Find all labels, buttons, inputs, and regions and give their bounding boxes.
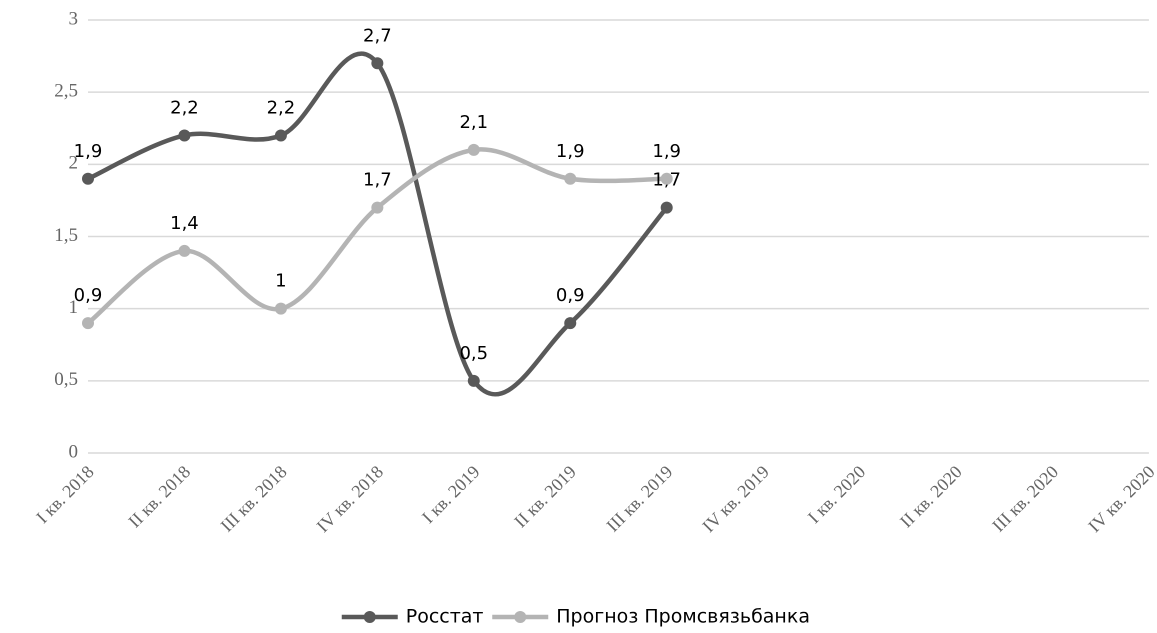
legend-label: Прогноз Промсвязьбанка (556, 606, 810, 628)
data-label: 1 (275, 271, 286, 292)
x-tick-label: IV кв. 2018 (313, 462, 388, 537)
data-label: 0,9 (556, 285, 585, 306)
point-marker (274, 302, 287, 315)
y-tick-label: 1 (69, 297, 79, 318)
legend-marker (514, 611, 527, 623)
x-tick-label: I кв. 2020 (804, 462, 870, 528)
point-marker (274, 129, 287, 142)
x-tick-label: III кв. 2018 (217, 462, 291, 536)
point-marker (371, 201, 384, 214)
y-tick-label: 2,5 (54, 81, 78, 102)
point-marker (660, 201, 673, 214)
y-tick-label: 0 (69, 441, 79, 462)
data-label: 2,1 (459, 112, 488, 133)
y-tick-label: 2 (69, 153, 79, 174)
data-label: 2,7 (363, 25, 392, 46)
data-label: 1,9 (556, 141, 585, 162)
x-tick-label: II кв. 2018 (124, 462, 194, 532)
data-label: 1,9 (652, 141, 681, 162)
data-label: 2,2 (267, 97, 296, 118)
x-tick-label: I кв. 2018 (32, 462, 98, 528)
legend-marker (363, 611, 376, 623)
data-label: 2,2 (170, 97, 199, 118)
x-tick-label: IV кв. 2019 (698, 462, 773, 537)
point-marker (467, 374, 480, 387)
data-label: 1,9 (74, 141, 103, 162)
point-marker (660, 172, 673, 185)
x-tick-label: III кв. 2019 (602, 462, 676, 536)
legend-label: Росстат (406, 606, 484, 628)
point-marker (178, 244, 191, 257)
data-label: 0,9 (74, 285, 103, 306)
y-tick-label: 3 (69, 8, 79, 29)
point-marker (467, 143, 480, 156)
y-tick-label: 0,5 (54, 369, 78, 390)
point-marker (82, 317, 94, 330)
point-marker (371, 57, 384, 70)
point-marker (564, 317, 577, 330)
data-label: 0,5 (459, 343, 488, 364)
x-tick-label: II кв. 2020 (896, 462, 966, 532)
point-marker (82, 172, 94, 185)
x-tick-label: I кв. 2019 (418, 462, 484, 528)
point-marker (178, 129, 191, 142)
point-marker (564, 172, 577, 185)
data-label: 1,4 (170, 213, 199, 234)
x-tick-label: IV кв. 2020 (1084, 462, 1157, 537)
data-label: 1,7 (363, 170, 392, 191)
y-tick-label: 1,5 (54, 225, 78, 246)
x-tick-label: III кв. 2020 (988, 462, 1062, 536)
x-tick-label: II кв. 2019 (510, 462, 580, 532)
